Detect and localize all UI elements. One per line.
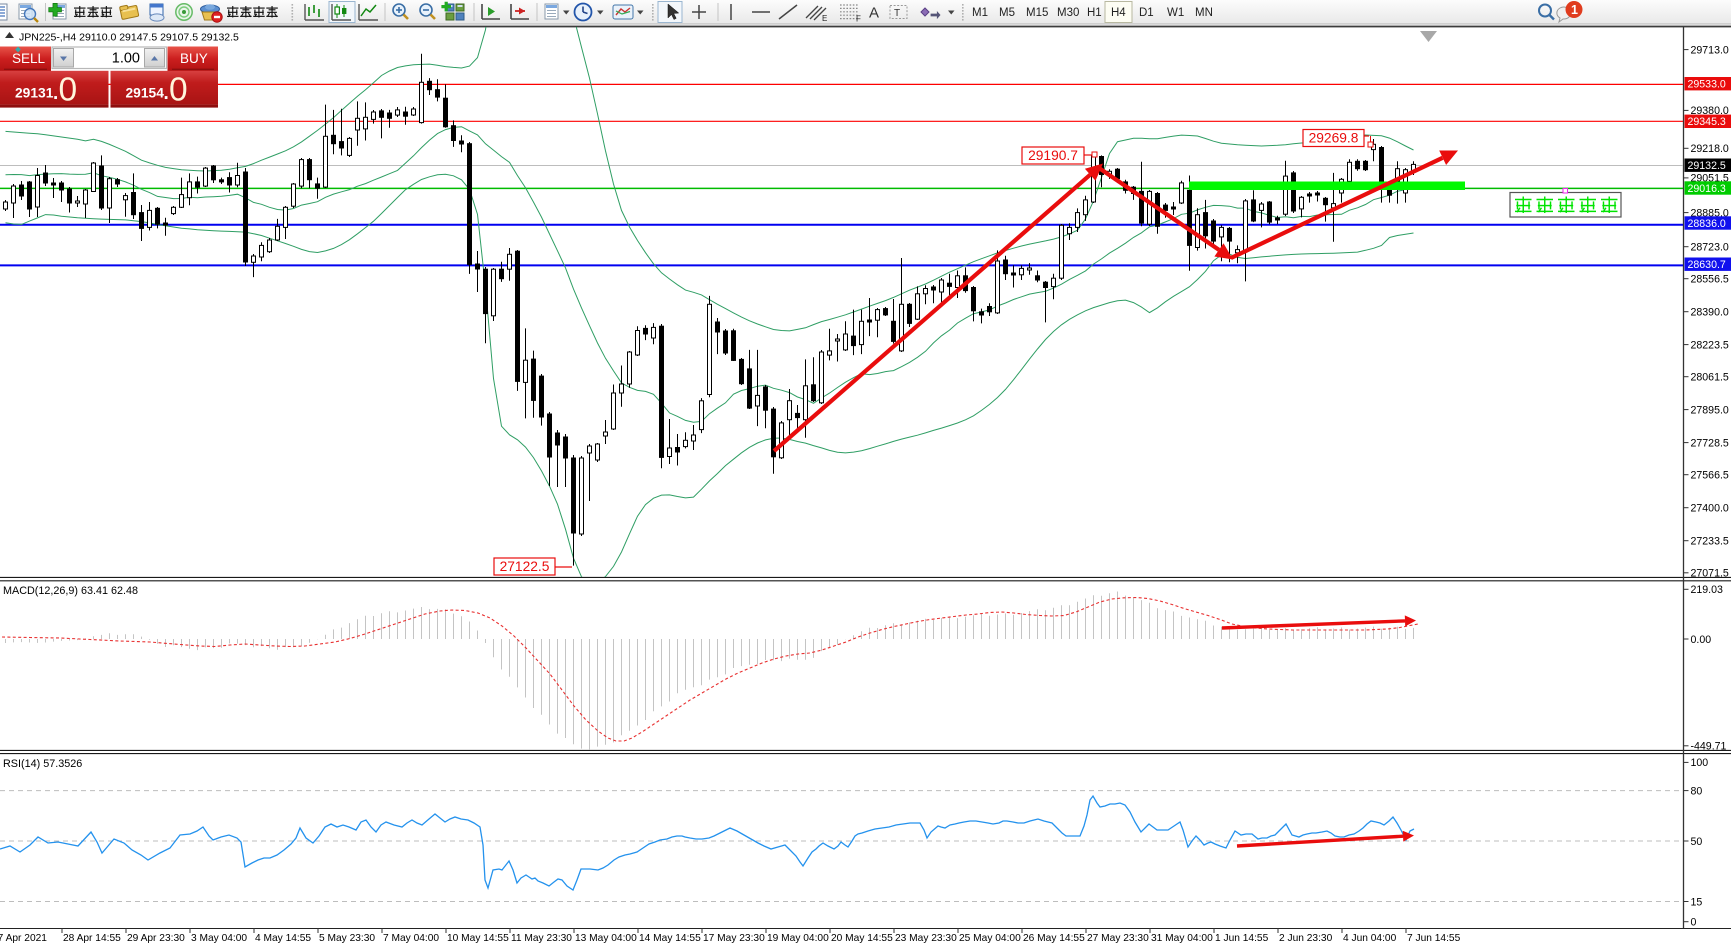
svg-text:28556.5: 28556.5 xyxy=(1691,274,1729,286)
svg-text:0: 0 xyxy=(169,72,188,109)
svg-text:3 May 04:00: 3 May 04:00 xyxy=(191,933,247,944)
svg-text:H1: H1 xyxy=(1087,7,1102,19)
svg-text:F: F xyxy=(856,15,861,24)
svg-text:H4: H4 xyxy=(1111,7,1126,19)
svg-text:E: E xyxy=(822,14,827,23)
svg-text:29269.8: 29269.8 xyxy=(1309,131,1359,146)
svg-text:29132.5: 29132.5 xyxy=(1688,160,1726,172)
svg-text:4 May 14:55: 4 May 14:55 xyxy=(255,933,311,944)
svg-text:80: 80 xyxy=(1691,785,1703,797)
svg-text:27 Apr 2021: 27 Apr 2021 xyxy=(0,933,47,944)
svg-text:10 May 14:55: 10 May 14:55 xyxy=(447,933,509,944)
svg-text:28 Apr 14:55: 28 Apr 14:55 xyxy=(63,933,121,944)
svg-text:29380.0: 29380.0 xyxy=(1691,105,1729,117)
svg-text:29713.0: 29713.0 xyxy=(1691,44,1729,56)
svg-text:M5: M5 xyxy=(999,7,1015,19)
svg-text:29154: 29154 xyxy=(126,86,165,101)
svg-text:29533.0: 29533.0 xyxy=(1688,79,1726,91)
svg-text:29131: 29131 xyxy=(15,86,54,101)
svg-text:1: 1 xyxy=(1571,3,1578,17)
svg-text:W1: W1 xyxy=(1167,7,1184,19)
svg-text:0: 0 xyxy=(59,72,78,109)
svg-text:T: T xyxy=(894,8,900,19)
svg-text:29016.3: 29016.3 xyxy=(1688,183,1726,195)
svg-text:0: 0 xyxy=(1691,917,1697,929)
svg-text:RSI(14) 57.3526: RSI(14) 57.3526 xyxy=(3,758,82,770)
svg-text:27895.0: 27895.0 xyxy=(1691,404,1729,416)
svg-text:D1: D1 xyxy=(1139,7,1154,19)
svg-text:7 Jun 14:55: 7 Jun 14:55 xyxy=(1407,933,1461,944)
svg-text:28061.5: 28061.5 xyxy=(1691,372,1729,384)
svg-text:28630.7: 28630.7 xyxy=(1688,259,1726,271)
svg-text:100: 100 xyxy=(1691,757,1709,769)
svg-text:29190.7: 29190.7 xyxy=(1028,148,1078,163)
svg-text:4 Jun 04:00: 4 Jun 04:00 xyxy=(1343,933,1397,944)
svg-text:28223.5: 28223.5 xyxy=(1691,339,1729,351)
svg-text:JPN225-,H4 29110.0 29147.5 29: JPN225-,H4 29110.0 29147.5 29107.5 29132… xyxy=(19,32,239,44)
svg-text:11 May 23:30: 11 May 23:30 xyxy=(511,933,572,944)
svg-text:1.00: 1.00 xyxy=(112,51,140,67)
svg-text:28723.0: 28723.0 xyxy=(1691,242,1729,254)
svg-text:BUY: BUY xyxy=(180,51,208,66)
svg-text:1 Jun 14:55: 1 Jun 14:55 xyxy=(1215,933,1269,944)
svg-text:13 May 04:00: 13 May 04:00 xyxy=(575,933,637,944)
svg-text:27122.5: 27122.5 xyxy=(500,559,550,574)
svg-text:27400.0: 27400.0 xyxy=(1691,503,1729,515)
svg-text:2 Jun 23:30: 2 Jun 23:30 xyxy=(1279,933,1333,944)
svg-text:MN: MN xyxy=(1195,7,1213,19)
svg-text:A: A xyxy=(869,5,879,22)
svg-text:27566.5: 27566.5 xyxy=(1691,470,1729,482)
svg-text:M30: M30 xyxy=(1057,7,1079,19)
svg-text:0.00: 0.00 xyxy=(1691,634,1712,646)
svg-text:14 May 14:55: 14 May 14:55 xyxy=(639,933,701,944)
svg-text:17 May 23:30: 17 May 23:30 xyxy=(703,933,765,944)
svg-text:27071.5: 27071.5 xyxy=(1691,568,1729,580)
svg-text:29345.3: 29345.3 xyxy=(1688,116,1726,128)
svg-text:31 May 04:00: 31 May 04:00 xyxy=(1151,933,1213,944)
svg-text:20 May 14:55: 20 May 14:55 xyxy=(831,933,893,944)
svg-text:25 May 04:00: 25 May 04:00 xyxy=(959,933,1021,944)
svg-text:.: . xyxy=(164,83,169,104)
svg-text:M1: M1 xyxy=(972,7,988,19)
svg-text:MACD(12,26,9) 63.41 62.48: MACD(12,26,9) 63.41 62.48 xyxy=(3,585,138,597)
svg-text:27728.5: 27728.5 xyxy=(1691,437,1729,449)
svg-text:19 May 04:00: 19 May 04:00 xyxy=(767,933,829,944)
svg-text:50: 50 xyxy=(1691,836,1703,848)
svg-text:-449.71: -449.71 xyxy=(1691,741,1727,753)
svg-text:28836.0: 28836.0 xyxy=(1688,218,1726,230)
svg-text:29 Apr 23:30: 29 Apr 23:30 xyxy=(127,933,185,944)
svg-text:M15: M15 xyxy=(1026,7,1048,19)
svg-text:28390.0: 28390.0 xyxy=(1691,307,1729,319)
svg-text:26 May 14:55: 26 May 14:55 xyxy=(1023,933,1085,944)
svg-text:29218.0: 29218.0 xyxy=(1691,143,1729,155)
svg-text:15: 15 xyxy=(1691,896,1703,908)
svg-text:7 May 04:00: 7 May 04:00 xyxy=(383,933,439,944)
svg-text:SELL: SELL xyxy=(12,51,46,66)
svg-text:.: . xyxy=(53,83,58,104)
svg-text:27233.5: 27233.5 xyxy=(1691,536,1729,548)
svg-text:27 May 23:30: 27 May 23:30 xyxy=(1087,933,1149,944)
svg-text:219.03: 219.03 xyxy=(1691,584,1724,596)
svg-text:5 May 23:30: 5 May 23:30 xyxy=(319,933,375,944)
svg-text:23 May 23:30: 23 May 23:30 xyxy=(895,933,957,944)
